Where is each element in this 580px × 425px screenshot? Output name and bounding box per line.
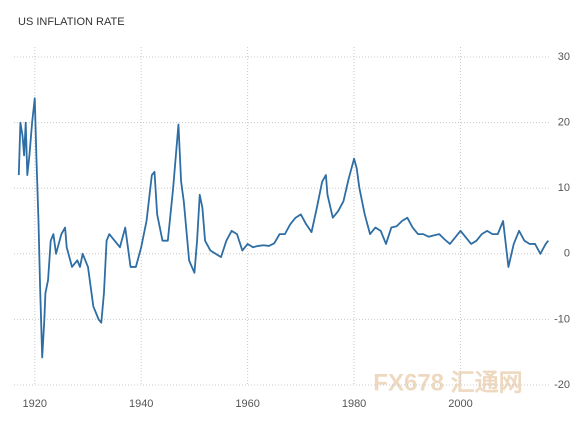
chart-title: US INFLATION RATE [18, 16, 125, 28]
x-tick-label: 1960 [235, 398, 259, 410]
x-tick-label: 1920 [23, 398, 47, 410]
y-tick-label: 30 [558, 51, 570, 63]
y-tick-label: 10 [558, 182, 570, 194]
x-tick-label: 2000 [448, 398, 472, 410]
y-tick-label: 20 [558, 117, 570, 129]
watermark: FX678 汇通网 [373, 369, 522, 396]
x-tick-label: 1980 [342, 398, 366, 410]
y-tick-label: -20 [554, 379, 570, 391]
x-tick-label: 1940 [129, 398, 153, 410]
line-series [17, 97, 550, 359]
y-tick-label: 0 [564, 248, 570, 260]
y-tick-label: -10 [554, 313, 570, 325]
